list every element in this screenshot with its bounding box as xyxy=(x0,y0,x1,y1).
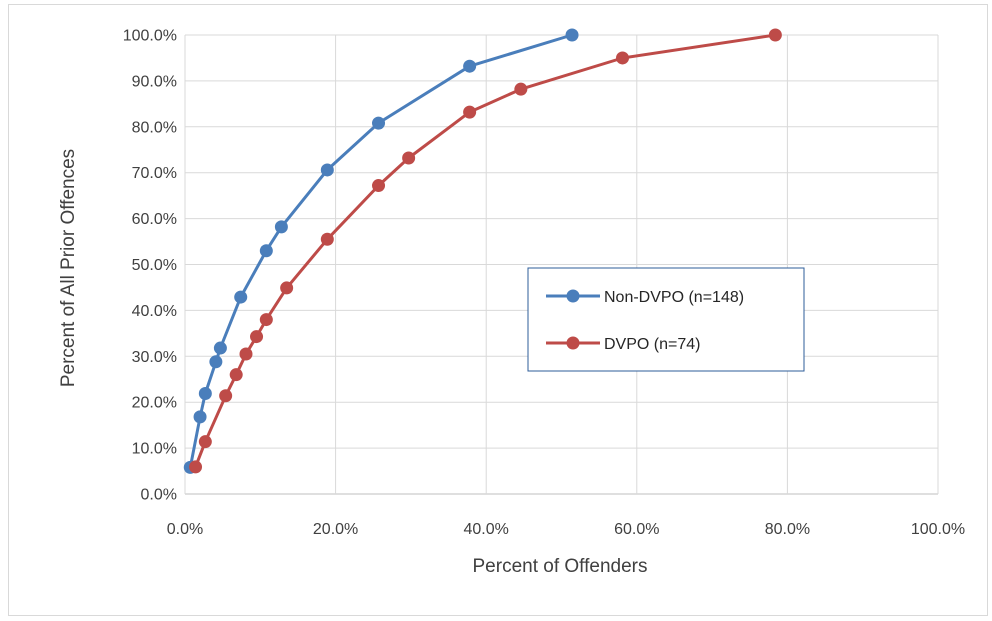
data-point-dvpo xyxy=(320,232,334,246)
data-point-dvpo xyxy=(189,460,203,474)
data-point-non-dvpo xyxy=(320,163,334,177)
data-point-dvpo xyxy=(514,82,528,96)
data-point-non-dvpo xyxy=(565,28,579,42)
data-point-non-dvpo xyxy=(463,59,477,73)
legend-label-non-dvpo: Non-DVPO (n=148) xyxy=(604,289,744,306)
data-point-non-dvpo xyxy=(274,220,288,234)
x-axis-title: Percent of Offenders xyxy=(473,556,648,577)
y-axis-title: Percent of All Prior Offences xyxy=(58,149,79,387)
y-tick-label: 40.0% xyxy=(132,303,177,320)
y-tick-label: 30.0% xyxy=(132,349,177,366)
x-tick-label: 100.0% xyxy=(911,521,965,538)
x-tick-label: 20.0% xyxy=(313,521,358,538)
y-tick-label: 50.0% xyxy=(132,257,177,274)
x-tick-label: 0.0% xyxy=(167,521,203,538)
y-tick-label: 60.0% xyxy=(132,211,177,228)
data-point-dvpo xyxy=(239,347,253,361)
data-point-non-dvpo xyxy=(234,290,248,304)
data-point-dvpo xyxy=(219,389,233,403)
series-group xyxy=(183,28,782,474)
data-point-dvpo xyxy=(198,435,212,449)
x-axis-tick-labels: 0.0% 20.0% 40.0% 60.0% 80.0% 100.0% xyxy=(167,521,965,538)
x-tick-label: 40.0% xyxy=(464,521,509,538)
data-point-dvpo xyxy=(280,281,294,295)
data-point-dvpo xyxy=(259,313,273,327)
legend-marker-dvpo xyxy=(566,336,580,350)
data-point-non-dvpo xyxy=(259,244,273,258)
legend-box xyxy=(527,267,805,372)
data-point-dvpo xyxy=(229,368,243,382)
y-tick-label: 80.0% xyxy=(132,119,177,136)
data-point-non-dvpo xyxy=(213,341,227,355)
data-point-non-dvpo xyxy=(372,116,386,130)
legend-marker-non-dvpo xyxy=(566,289,580,303)
y-tick-label: 100.0% xyxy=(123,28,177,45)
data-point-dvpo xyxy=(463,105,477,119)
data-point-dvpo xyxy=(402,151,416,165)
legend: Non-DVPO (n=148) DVPO (n=74) xyxy=(527,267,805,372)
y-axis-tick-labels: 0.0% 10.0% 20.0% 30.0% 40.0% 50.0% 60.0% 70.0% 8… xyxy=(123,28,177,504)
y-tick-label: 10.0% xyxy=(132,441,177,458)
x-tick-label: 60.0% xyxy=(614,521,659,538)
data-point-non-dvpo xyxy=(209,355,223,369)
y-tick-label: 70.0% xyxy=(132,165,177,182)
legend-label-dvpo: DVPO (n=74) xyxy=(604,336,700,353)
x-tick-label: 80.0% xyxy=(765,521,810,538)
data-point-dvpo xyxy=(372,179,386,193)
grid-lines xyxy=(184,34,939,495)
data-point-non-dvpo xyxy=(198,386,212,400)
data-point-dvpo xyxy=(768,28,782,42)
y-tick-label: 0.0% xyxy=(141,487,177,504)
data-point-dvpo xyxy=(250,330,264,344)
y-tick-label: 20.0% xyxy=(132,395,177,412)
data-point-dvpo xyxy=(615,51,629,65)
y-tick-label: 90.0% xyxy=(132,73,177,90)
data-point-non-dvpo xyxy=(193,410,207,424)
